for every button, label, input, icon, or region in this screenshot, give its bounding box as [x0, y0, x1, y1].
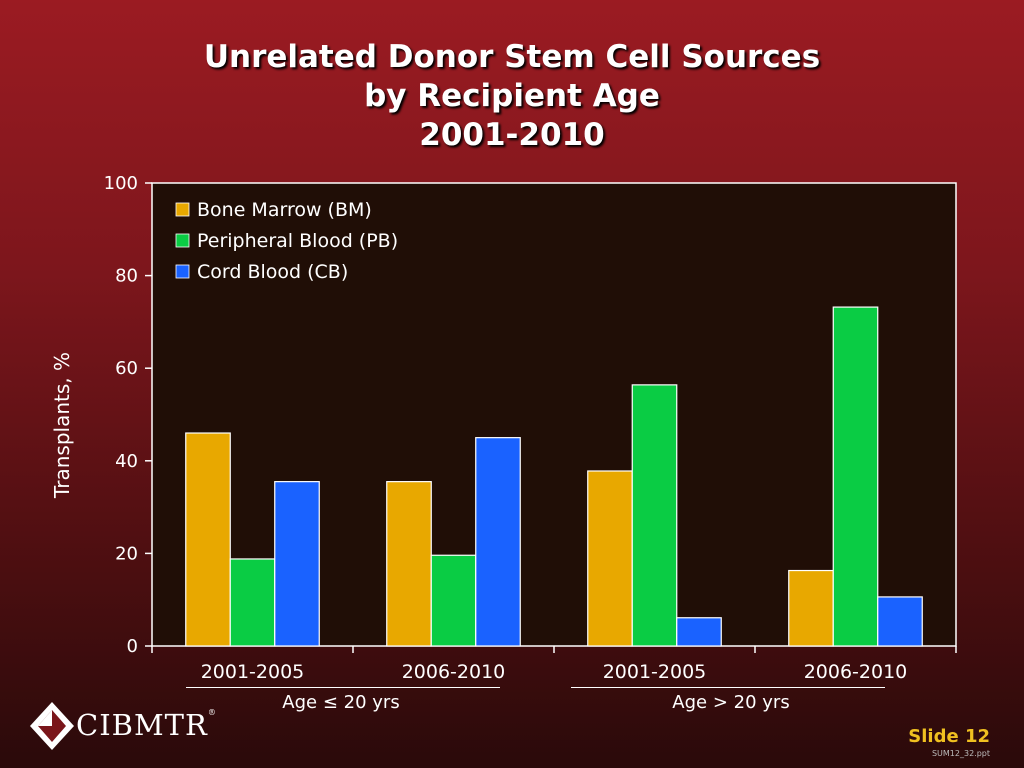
legend-swatch — [175, 202, 190, 217]
x-tick-label: 2006-2010 — [804, 661, 908, 683]
y-axis-label: Transplants, % — [50, 352, 74, 499]
y-tick-label: 80 — [115, 266, 138, 287]
y-tick-label: 40 — [115, 451, 138, 472]
legend-swatch — [175, 264, 190, 279]
bar — [832, 306, 879, 647]
bar — [587, 470, 633, 647]
bar — [676, 617, 722, 647]
y-tick-label: 100 — [104, 173, 138, 194]
bar — [430, 554, 477, 647]
group-label-age-gt-20: Age > 20 yrs — [672, 692, 790, 713]
title-line-1: Unrelated Donor Stem Cell Sources — [203, 39, 821, 75]
bar — [788, 569, 834, 647]
x-tick-label: 2006-2010 — [402, 661, 506, 683]
bar — [877, 596, 923, 647]
group-underline-1 — [186, 687, 500, 688]
group-label-age-le-20: Age ≤ 20 yrs — [282, 692, 400, 713]
y-tick-label: 20 — [115, 543, 138, 564]
bar — [475, 437, 521, 647]
y-tick-label: 0 — [127, 636, 138, 657]
title-line-2: by Recipient Age — [364, 78, 660, 114]
legend-label: Cord Blood (CB) — [197, 261, 348, 283]
file-reference: SUM12_32.ppt — [931, 749, 990, 758]
bar — [185, 432, 231, 647]
bar — [274, 481, 320, 647]
legend-label: Peripheral Blood (PB) — [197, 230, 398, 252]
legend-swatch — [175, 233, 190, 248]
group-underline-2 — [571, 687, 885, 688]
title-line-3: 2001-2010 — [419, 117, 605, 153]
chart-title: Unrelated Donor Stem Cell Sources by Rec… — [0, 38, 1024, 155]
y-tick-label: 60 — [115, 358, 138, 379]
logo-text: CIBMTR® — [76, 708, 217, 742]
bar — [229, 558, 276, 647]
legend-label: Bone Marrow (BM) — [197, 199, 372, 221]
slide-number: Slide 12 — [908, 726, 990, 747]
x-tick-label: 2001-2005 — [603, 661, 707, 683]
diamond-logo-icon — [30, 702, 74, 750]
x-tick-label: 2001-2005 — [201, 661, 305, 683]
bar — [386, 481, 432, 647]
cibmtr-logo: CIBMTR® — [28, 700, 216, 752]
bar — [631, 384, 678, 647]
